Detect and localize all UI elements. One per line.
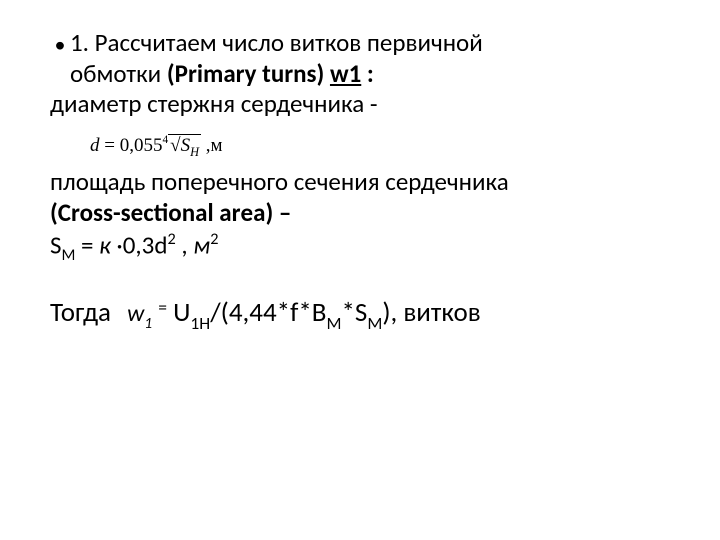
formula-d-eq: = 0,055 (100, 135, 163, 156)
sm-sq: 2 (167, 230, 175, 249)
diameter-line: диаметр стержня сердечника - (50, 89, 670, 120)
then-rhs-b: /(4,44*f*В (210, 296, 326, 329)
then-rhs-b-sub: М (326, 312, 341, 334)
sm-formula: SМ = к ·0,3d2 , м2 (50, 228, 670, 265)
diameter-text: диаметр стержня сердечника - (50, 88, 378, 119)
formula-d: d = 0,0554√SН ,м (50, 120, 670, 168)
then-rhs-c-sub: М (367, 312, 382, 334)
bullet-text: 1. Рассчитаем число витков первичной обм… (70, 28, 670, 89)
sm-unit-m: м (193, 230, 210, 261)
formula-d-unit: ,м (201, 135, 223, 156)
cross-b: (Cross-sectional аrеа) – (50, 197, 291, 228)
cross-a: площадь поперечного сечения сердечника (50, 166, 509, 197)
then-w: w1 (127, 299, 152, 328)
step-number: 1. (70, 27, 89, 58)
formula-d-root-base: S (181, 135, 191, 156)
sm-Msub: М (62, 246, 76, 265)
step-text-b: обмотки (70, 58, 161, 89)
step-text-e: : (361, 58, 374, 89)
formula-d-root: 4√SН (162, 135, 201, 156)
then-eq: = (158, 296, 167, 318)
bullet-marker: • (50, 28, 70, 59)
sm-unit-sq: 2 (210, 230, 218, 249)
slide: • 1. Рассчитаем число витков первичной о… (0, 0, 720, 540)
then-label: Тогда (50, 296, 111, 329)
bullet-item-1: • 1. Рассчитаем число витков первичной о… (50, 28, 670, 89)
formula-d-lhs: d (90, 135, 100, 156)
step-text-a: Рассчитаем число витков первичной (95, 27, 483, 58)
then-rhs-a: U (167, 296, 190, 329)
sm-k: к (99, 230, 111, 261)
cross-section-line: площадь поперечного сечения сердечника (… (50, 167, 670, 228)
sm-eq: = (75, 230, 99, 261)
then-line: Тогда w1 = U1Н/(4,44*f*ВМ*SМ), витков (50, 265, 670, 333)
sm-comma: , (176, 230, 194, 261)
then-rhs-a-sub: 1Н (190, 312, 210, 334)
then-rhs-c: *S (341, 296, 367, 329)
sm-S: S (50, 230, 62, 261)
sm-mid: ·0,3d (111, 230, 168, 261)
then-rhs-d: ), витков (382, 296, 480, 329)
formula-d-root-sub: Н (190, 145, 199, 159)
step-text-d: w1 (330, 58, 361, 89)
step-text-c: (Primary turns) (167, 58, 324, 89)
